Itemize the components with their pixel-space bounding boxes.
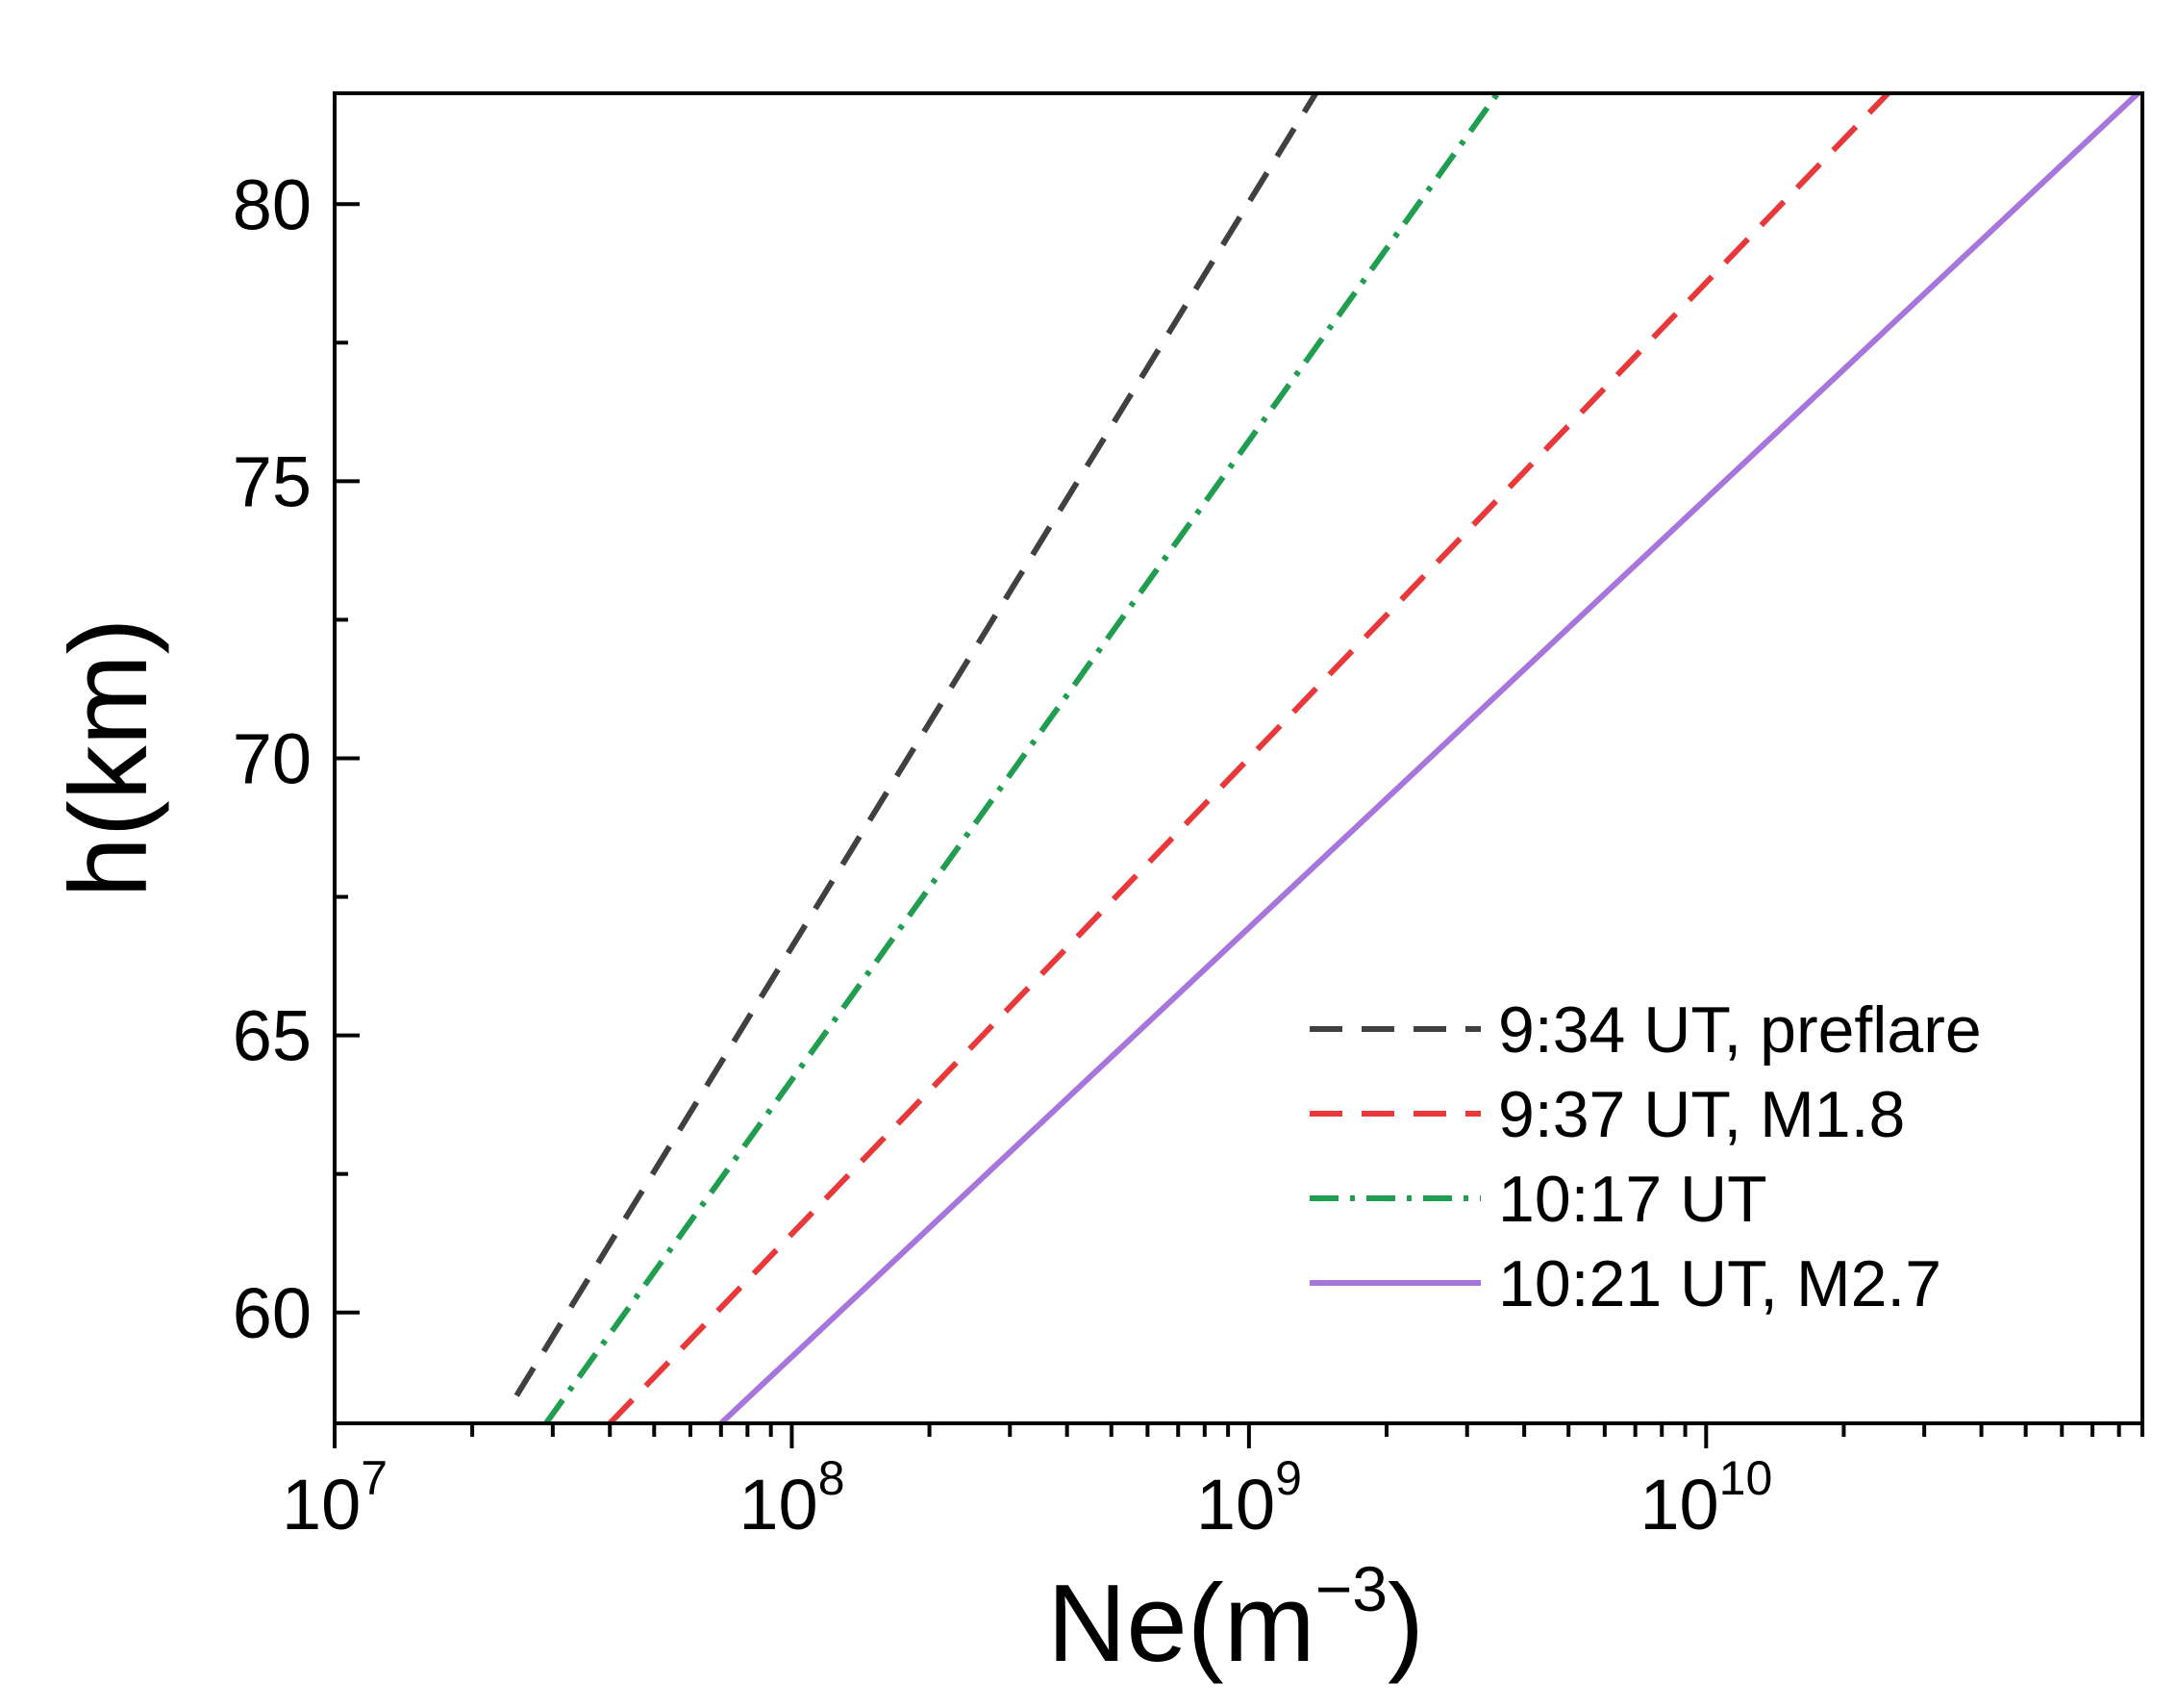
plot-frame xyxy=(333,91,2144,1425)
x-axis-label-base: Ne(m xyxy=(1047,1563,1315,1685)
legend-label: 10:21 UT, M2.7 xyxy=(1498,1247,1941,1320)
x-axis: 107 108 109 1010 xyxy=(282,1423,2144,1545)
x-tick-exponent: 8 xyxy=(818,1451,845,1505)
series-line xyxy=(608,93,1890,1423)
x-axis-label: Ne(m−3) xyxy=(1047,1553,1424,1685)
series-line xyxy=(718,93,2140,1423)
x-tick-base: 10 xyxy=(282,1465,361,1545)
y-tick-label: 70 xyxy=(233,719,312,799)
x-axis-label-tail: ) xyxy=(1388,1563,1424,1685)
y-tick-label: 80 xyxy=(233,164,312,244)
x-tick-base: 10 xyxy=(738,1465,817,1545)
x-tick-label: 1010 xyxy=(1639,1451,1772,1545)
x-tick-base: 10 xyxy=(1196,1465,1275,1545)
series-layer xyxy=(513,93,2140,1423)
x-tick-label: 108 xyxy=(738,1451,844,1545)
y-axis: 60 65 70 75 80 xyxy=(233,164,360,1353)
x-tick-exponent: 7 xyxy=(361,1451,388,1505)
y-axis-label: h(km) xyxy=(48,617,170,897)
legend-label: 9:37 UT, M1.8 xyxy=(1498,1078,1905,1151)
legend-label: 9:34 UT, preflare xyxy=(1498,993,1982,1067)
series-line xyxy=(543,93,1500,1423)
x-tick-label: 107 xyxy=(282,1451,388,1545)
y-tick-label: 60 xyxy=(233,1273,312,1353)
x-tick-base: 10 xyxy=(1639,1465,1718,1545)
x-tick-label: 109 xyxy=(1196,1451,1302,1545)
x-tick-exponent: 9 xyxy=(1275,1451,1302,1505)
y-tick-label: 65 xyxy=(233,996,312,1076)
x-axis-label-exponent: −3 xyxy=(1315,1553,1388,1624)
x-tick-exponent: 10 xyxy=(1719,1451,1773,1505)
y-tick-label: 75 xyxy=(233,441,312,521)
series-line xyxy=(513,93,1318,1397)
legend: 9:34 UT, preflare 9:37 UT, M1.8 10:17 UT 10… xyxy=(1310,993,1982,1320)
legend-label: 10:17 UT xyxy=(1498,1163,1767,1236)
